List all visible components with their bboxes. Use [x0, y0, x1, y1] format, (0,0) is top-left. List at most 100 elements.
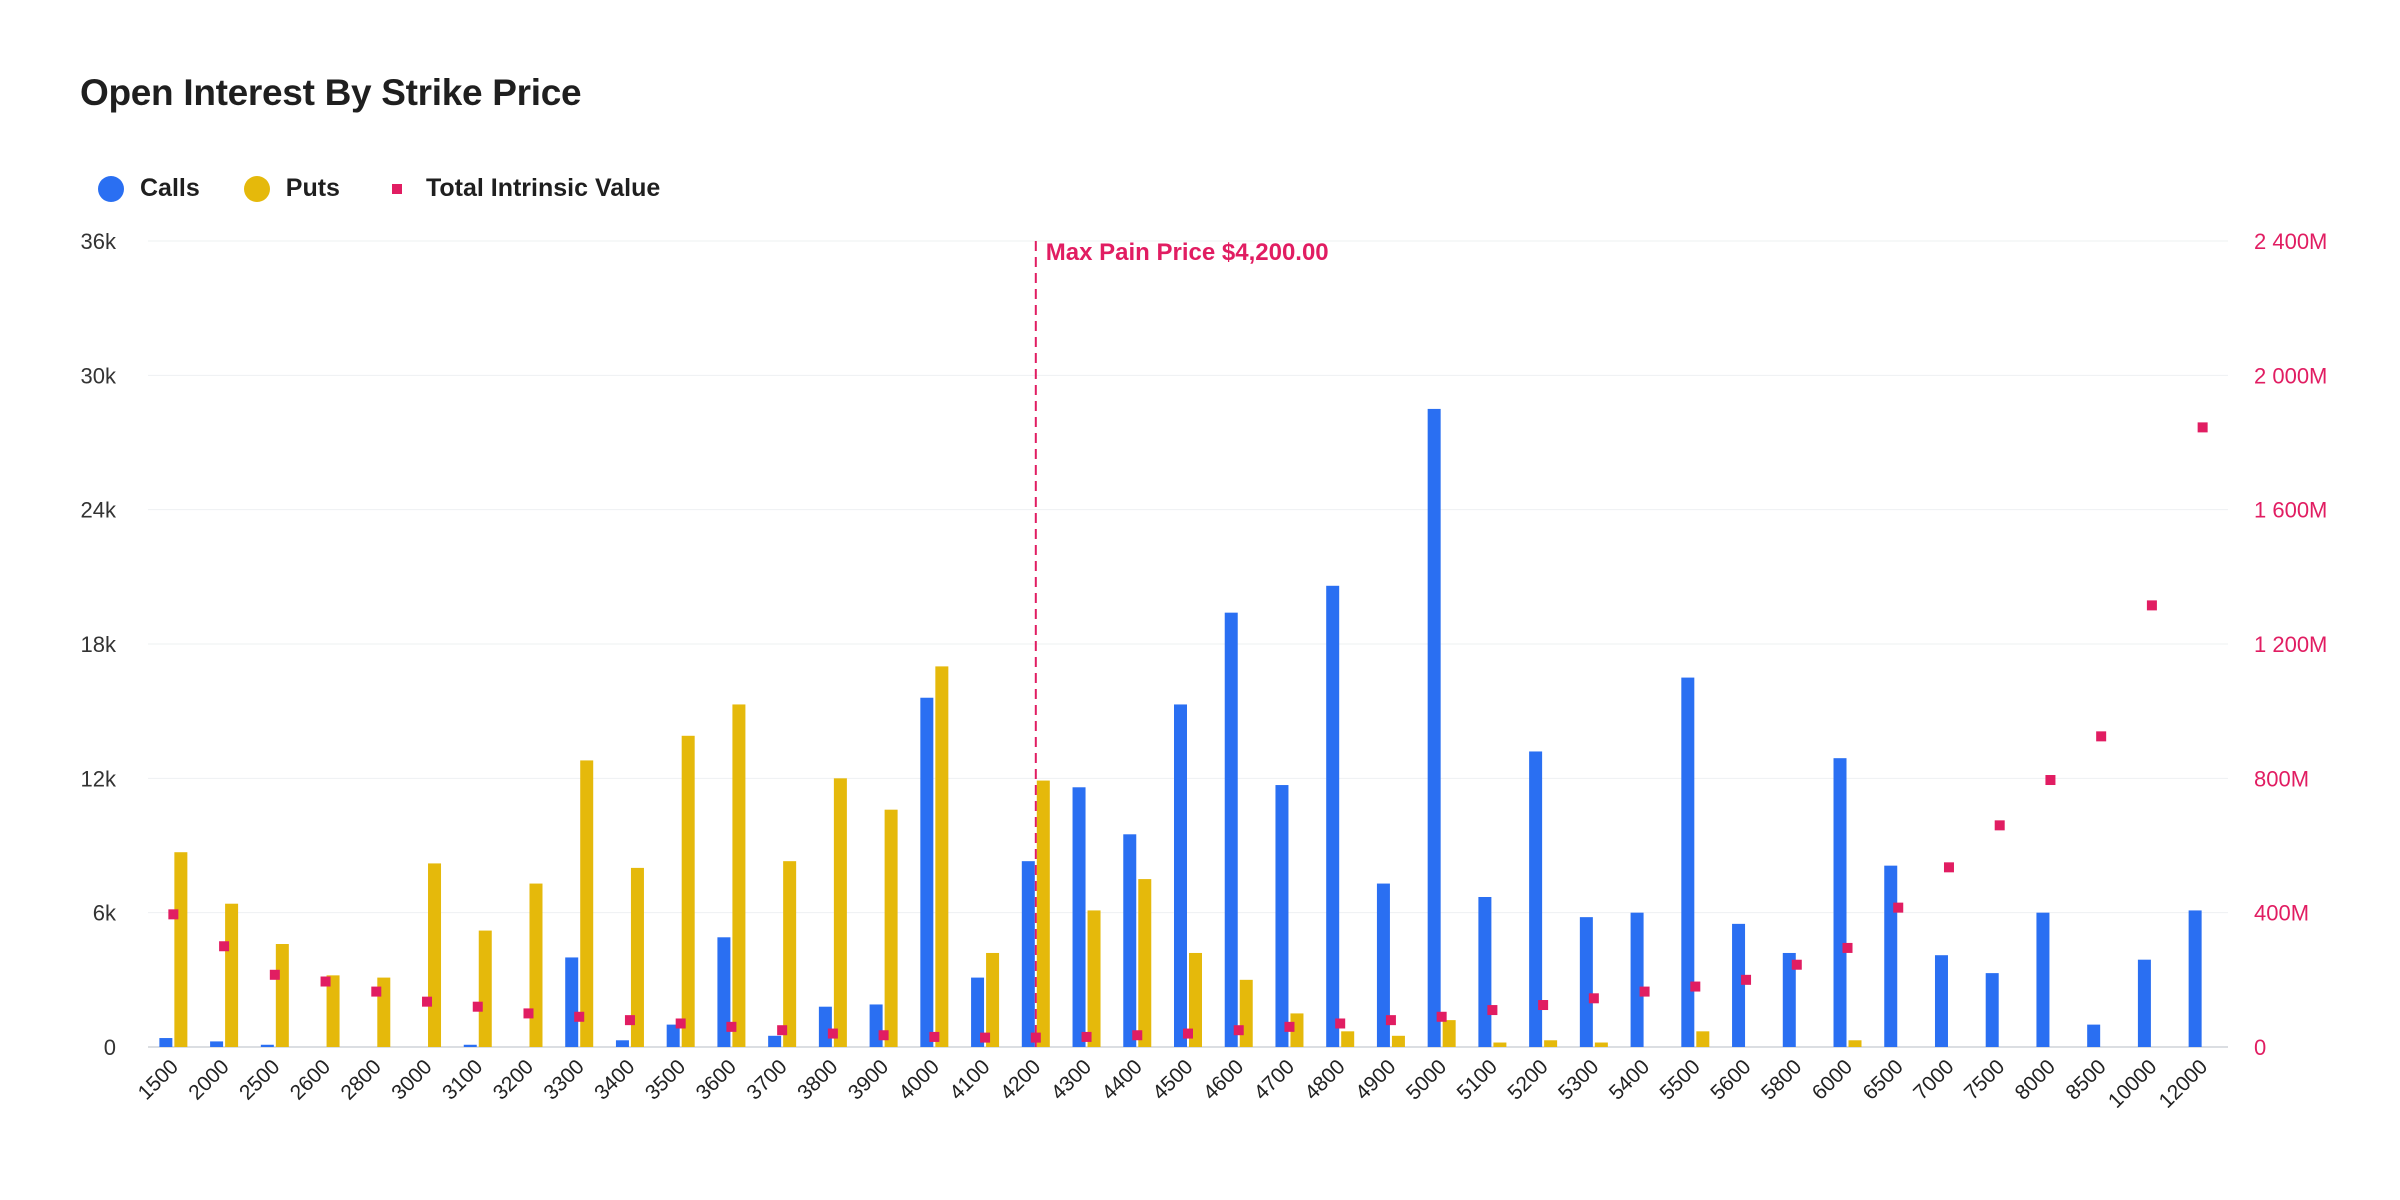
- calls-bar: [1529, 751, 1543, 1047]
- intrinsic-value-point: [523, 1008, 534, 1019]
- calls-bar: [2036, 912, 2050, 1047]
- chart-title: Open Interest By Strike Price: [80, 72, 582, 113]
- intrinsic-value-point: [827, 1028, 838, 1039]
- puts-bar: [1493, 1042, 1507, 1047]
- intrinsic-value-point: [371, 986, 382, 997]
- puts-bar: [1696, 1031, 1710, 1047]
- intrinsic-value-point: [2197, 422, 2208, 433]
- calls-bar: [1630, 912, 1644, 1047]
- intrinsic-value-point: [1588, 993, 1599, 1004]
- x-tick-label: 2800: [337, 1055, 386, 1104]
- calls-bar: [971, 977, 985, 1047]
- x-tick-label: 2500: [235, 1055, 284, 1104]
- calls-bar: [159, 1038, 173, 1047]
- y2-tick-label: 2 000M: [2254, 363, 2327, 388]
- calls-bar: [1478, 896, 1492, 1047]
- calls-bar: [565, 957, 579, 1047]
- calls-bar: [1275, 785, 1289, 1047]
- intrinsic-value-point: [1183, 1028, 1193, 1039]
- puts-bar: [225, 903, 239, 1047]
- calls-bar: [1782, 952, 1796, 1047]
- intrinsic-value-point: [320, 976, 331, 987]
- intrinsic-value-point: [1842, 942, 1853, 953]
- intrinsic-value-point: [2146, 600, 2157, 611]
- puts-bar: [783, 861, 797, 1047]
- y2-tick-label: 1 600M: [2254, 498, 2327, 523]
- y-tick-label: 0: [104, 1035, 116, 1060]
- puts-bar: [1544, 1040, 1558, 1047]
- legend-item-puts[interactable]: Puts: [243, 174, 340, 203]
- x-tick-label: 12000: [2155, 1055, 2213, 1113]
- x-tick-label: 5200: [1503, 1055, 1552, 1104]
- x-tick-label: 4000: [895, 1055, 944, 1104]
- intrinsic-value-point: [878, 1030, 889, 1041]
- calls-bar: [1326, 585, 1340, 1047]
- y-tick-label: 6k: [93, 901, 117, 926]
- intrinsic-value-point: [1538, 1000, 1549, 1011]
- puts-bar: [1341, 1031, 1355, 1047]
- calls-bar: [2137, 959, 2151, 1047]
- legend-item-intrinsic[interactable]: Total Intrinsic Value: [384, 174, 660, 203]
- calls-bar: [210, 1041, 224, 1047]
- puts-bar: [529, 883, 543, 1047]
- legend-label-intrinsic: Total Intrinsic Value: [425, 174, 661, 202]
- x-tick-label: 8000: [2011, 1055, 2060, 1104]
- puts-bar: [986, 952, 1000, 1047]
- calls-bar: [1985, 973, 1999, 1047]
- intrinsic-value-point: [422, 996, 433, 1007]
- puts-bar: [1594, 1042, 1608, 1047]
- intrinsic-value-point: [574, 1011, 585, 1022]
- calls-bar: [1427, 408, 1441, 1048]
- calls-bar: [666, 1024, 680, 1047]
- x-tick-label: 6500: [1858, 1055, 1907, 1104]
- y2-tick-label: 800M: [2254, 766, 2309, 791]
- puts-bar: [275, 944, 289, 1047]
- calls-bar: [920, 697, 934, 1047]
- max-pain-label: Max Pain Price $4,200.00: [1046, 239, 1329, 266]
- intrinsic-value-point: [219, 941, 230, 952]
- x-tick-label: 5400: [1605, 1055, 1654, 1104]
- puts-bar: [630, 867, 644, 1047]
- puts-bar: [1138, 879, 1152, 1047]
- intrinsic-value-point: [1741, 974, 1752, 985]
- y-tick-label: 24k: [81, 498, 117, 523]
- x-tick-label: 4800: [1300, 1055, 1349, 1104]
- x-tick-label: 3800: [793, 1055, 842, 1104]
- puts-swatch-icon: [243, 175, 270, 202]
- calls-bar: [615, 1040, 629, 1047]
- x-tick-label: 3200: [489, 1055, 538, 1104]
- calls-bar: [1884, 865, 1898, 1047]
- x-tick-label: 3100: [438, 1055, 487, 1104]
- calls-bar: [1579, 917, 1593, 1047]
- puts-bar: [1087, 910, 1101, 1047]
- x-tick-label: 4300: [1047, 1055, 1096, 1104]
- x-tick-label: 3400: [590, 1055, 639, 1104]
- x-tick-label: 5500: [1656, 1055, 1705, 1104]
- legend-label-puts: Puts: [285, 174, 340, 202]
- puts-bar: [428, 863, 442, 1047]
- intrinsic-swatch-icon: [391, 183, 402, 194]
- legend-item-calls[interactable]: Calls: [98, 174, 200, 203]
- calls-bar: [869, 1004, 883, 1047]
- calls-bar: [768, 1035, 782, 1047]
- y2-tick-label: 2 400M: [2254, 229, 2327, 254]
- puts-bar: [580, 760, 594, 1047]
- intrinsic-value-point: [1994, 820, 2005, 831]
- puts-bar: [1442, 1020, 1456, 1047]
- intrinsic-value-point: [1132, 1030, 1143, 1041]
- calls-bar: [1174, 704, 1187, 1047]
- intrinsic-value-point: [2045, 775, 2056, 786]
- puts-bar: [1848, 1040, 1862, 1047]
- calls-bar: [463, 1044, 477, 1047]
- calls-bar: [1681, 677, 1695, 1047]
- y-tick-label: 36k: [81, 229, 117, 254]
- intrinsic-value-point: [2096, 731, 2107, 742]
- y-tick-label: 30k: [81, 363, 117, 388]
- intrinsic-value-point: [777, 1025, 788, 1036]
- calls-bar: [1021, 861, 1035, 1047]
- calls-bar: [1072, 787, 1086, 1047]
- intrinsic-value-point: [1487, 1005, 1498, 1016]
- intrinsic-value-point: [472, 1001, 483, 1012]
- chart-legend: Calls Puts Total Intrinsic Value: [98, 174, 660, 203]
- puts-bar: [833, 778, 847, 1047]
